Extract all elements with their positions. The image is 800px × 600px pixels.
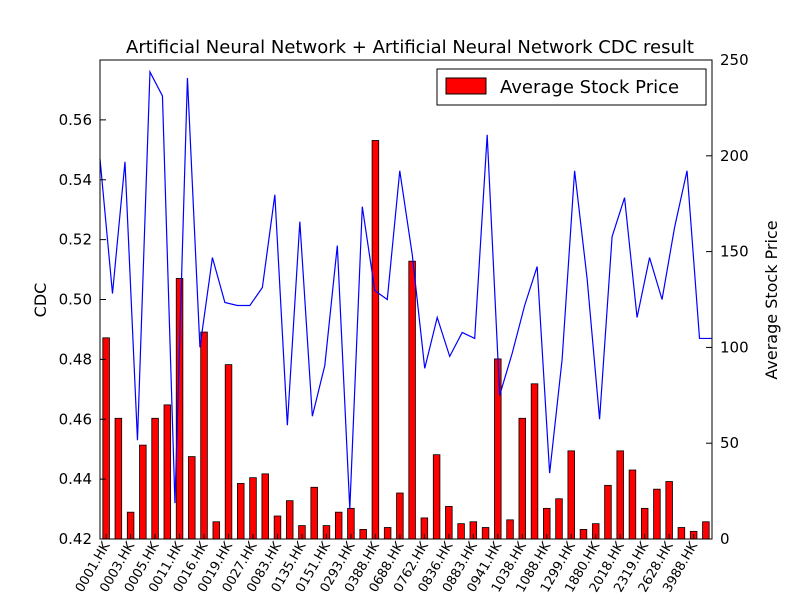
- right-axis-label: Average Stock Price: [762, 220, 781, 379]
- price-bar: [518, 417, 527, 540]
- price-bar: [616, 450, 624, 540]
- price-bar: [163, 404, 172, 540]
- right-tick-label: 50: [720, 434, 739, 452]
- left-tick-label: 0.44: [59, 470, 92, 488]
- price-bar: [628, 469, 637, 540]
- x-axis-ticks: 0001.HK0003.HK0005.HK0011.HK0016.HK0019.…: [73, 534, 701, 595]
- price-bar: [432, 454, 441, 540]
- right-tick-label: 100: [720, 338, 749, 356]
- chart-title: Artificial Neural Network + Artificial N…: [126, 37, 694, 58]
- price-bar: [310, 486, 318, 540]
- price-bar: [494, 358, 502, 540]
- price-bar: [249, 477, 257, 540]
- left-tick-label: 0.50: [59, 291, 92, 309]
- price-bar: [359, 529, 367, 540]
- right-tick-label: 150: [720, 243, 749, 261]
- price-bar: [567, 450, 575, 540]
- left-tick-label: 0.48: [59, 350, 92, 368]
- left-tick-label: 0.52: [59, 231, 92, 249]
- left-tick-label: 0.54: [59, 171, 92, 189]
- price-bar: [396, 492, 404, 540]
- legend-swatch: [445, 77, 487, 95]
- price-bar: [212, 521, 221, 540]
- price-bar: [102, 337, 110, 540]
- left-tick-label: 0.56: [59, 111, 92, 129]
- price-bar: [457, 523, 465, 540]
- price-bar: [151, 417, 159, 540]
- legend: Average Stock Price: [436, 68, 707, 106]
- price-bar: [334, 511, 343, 540]
- price-bar: [285, 500, 294, 540]
- price-bar: [408, 260, 416, 540]
- price-bar: [237, 483, 245, 540]
- right-tick-label: 250: [720, 51, 749, 69]
- price-bar: [261, 473, 269, 540]
- price-bar: [371, 140, 380, 540]
- price-bar: [224, 364, 233, 540]
- bar-series: [102, 140, 710, 540]
- price-bar: [530, 383, 539, 540]
- left-tick-label: 0.42: [59, 530, 92, 548]
- price-bar: [114, 417, 123, 540]
- price-bar: [665, 481, 673, 540]
- legend-label: Average Stock Price: [500, 77, 679, 98]
- left-axis-label: CDC: [31, 283, 50, 318]
- right-axis-ticks: 0 50 100 150 200 250: [706, 51, 749, 548]
- right-tick-label: 200: [720, 147, 749, 165]
- price-bar: [481, 527, 490, 540]
- price-bar: [653, 488, 661, 540]
- price-bar: [702, 521, 710, 540]
- price-bar: [555, 498, 563, 540]
- cdc-line: [99, 69, 712, 510]
- price-bar: [506, 519, 514, 540]
- left-tick-label: 0.46: [59, 410, 92, 428]
- price-bar: [383, 527, 392, 540]
- price-bar: [188, 456, 196, 540]
- price-bar: [139, 444, 147, 540]
- price-bar: [579, 529, 588, 540]
- left-axis-ticks: 0.42 0.44 0.46 0.48 0.50 0.52 0.54 0.56: [59, 111, 106, 548]
- price-bar: [200, 331, 208, 540]
- right-tick-label: 0: [720, 530, 730, 548]
- price-bar: [677, 527, 686, 540]
- price-bar: [604, 484, 612, 540]
